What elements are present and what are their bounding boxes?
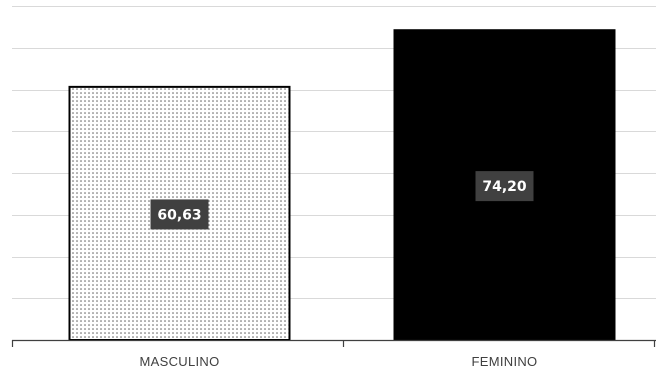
x-axis: MASCULINO FEMININO	[11, 339, 656, 369]
data-label-box	[150, 199, 209, 230]
data-labels: 60,63 74,20	[150, 171, 534, 230]
data-label-feminino: 74,20	[475, 171, 534, 202]
data-label-text: 74,20	[482, 179, 527, 195]
data-label-masculino: 60,63	[150, 199, 209, 230]
data-label-text: 60,63	[157, 207, 201, 223]
data-label-box	[475, 171, 534, 202]
x-tick-label-feminino: FEMININO	[472, 354, 538, 369]
x-tick-label-masculino: MASCULINO	[140, 354, 220, 369]
